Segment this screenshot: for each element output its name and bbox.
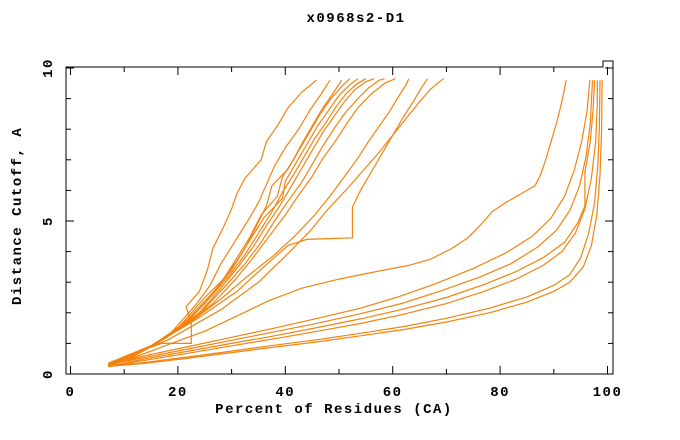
model-curve-12 bbox=[107, 78, 445, 364]
x-axis-label: Percent of Residues (CA) bbox=[215, 402, 453, 418]
x-tick-label: 40 bbox=[275, 385, 295, 401]
x-tick-label: 20 bbox=[168, 385, 188, 401]
model-curve-7 bbox=[107, 78, 375, 367]
x-tick-label: 80 bbox=[490, 385, 510, 401]
model-curve-15 bbox=[108, 80, 598, 367]
model-curve-13 bbox=[108, 80, 603, 367]
model-curve-16 bbox=[107, 80, 596, 367]
x-tick-label: 0 bbox=[66, 385, 76, 401]
model-curve-18 bbox=[107, 80, 591, 366]
y-tick-label: 0 bbox=[41, 369, 57, 379]
y-tick-label: 5 bbox=[41, 216, 57, 226]
model-curve-11 bbox=[107, 78, 429, 364]
model-curve-6 bbox=[107, 78, 367, 367]
chart-title: x0968s2-D1 bbox=[306, 11, 406, 27]
model-curve-14 bbox=[108, 80, 601, 367]
model-curve-9 bbox=[107, 78, 396, 366]
y-axis-label: Distance Cutoff, A bbox=[10, 126, 26, 305]
model-curve-1 bbox=[107, 79, 317, 367]
model-curve-4 bbox=[107, 78, 351, 367]
x-tick-label: 100 bbox=[593, 385, 623, 401]
model-curve-5 bbox=[107, 78, 359, 367]
model-curve-19 bbox=[107, 80, 567, 366]
model-curve-17 bbox=[107, 80, 594, 366]
y-tick-label: 10 bbox=[41, 58, 57, 78]
model-curve-10 bbox=[107, 78, 410, 366]
x-tick-label: 60 bbox=[383, 385, 403, 401]
model-curve-8 bbox=[107, 78, 385, 366]
